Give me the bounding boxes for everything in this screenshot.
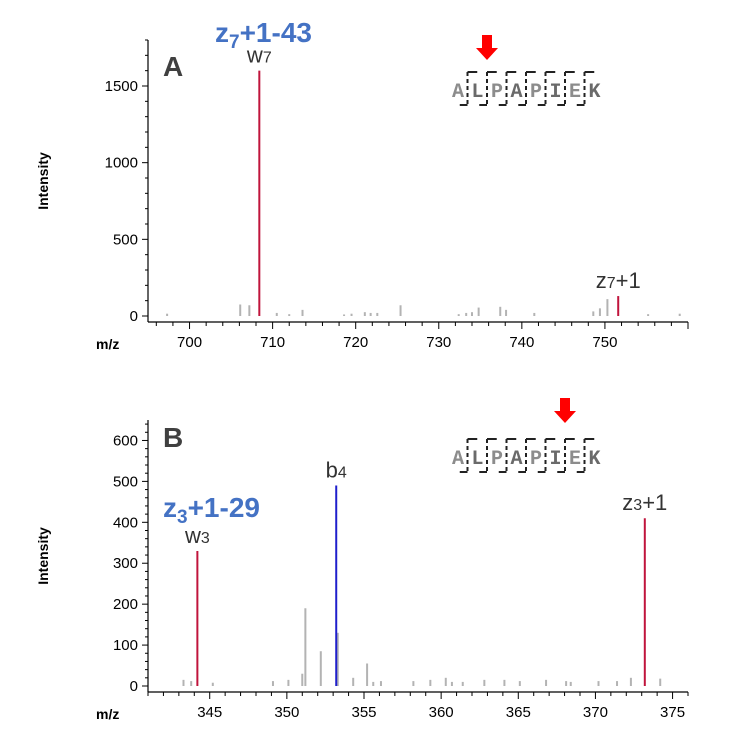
residue: A bbox=[511, 448, 523, 471]
x-tick-label: 730 bbox=[426, 334, 451, 351]
residue: P bbox=[530, 448, 542, 471]
y-tick-label: 400 bbox=[113, 514, 138, 531]
y-tick-label: 100 bbox=[113, 637, 138, 654]
x-tick-label: 710 bbox=[260, 334, 285, 351]
y-tick-label: 200 bbox=[113, 596, 138, 613]
panel-letter: A bbox=[163, 51, 183, 82]
x-tick-label: 370 bbox=[583, 704, 608, 721]
fragment-title: z7+1-43 bbox=[215, 17, 312, 53]
panel-letter: B bbox=[163, 422, 183, 453]
residue: P bbox=[530, 81, 542, 104]
residue: I bbox=[550, 81, 562, 104]
residue: I bbox=[550, 448, 562, 471]
y-tick-label: 300 bbox=[113, 555, 138, 572]
peak-label-w3: w3 bbox=[184, 523, 210, 548]
y-tick-label: 600 bbox=[113, 432, 138, 449]
residue: P bbox=[491, 81, 503, 104]
y-tick-label: 0 bbox=[130, 678, 138, 695]
x-tick-label: 720 bbox=[343, 334, 368, 351]
panel-b: 0 100 200 300 400 500 600 345 350 355 360 365 370 375… bbox=[35, 398, 689, 722]
residue: P bbox=[491, 448, 503, 471]
y-tick-label: 1500 bbox=[105, 78, 138, 95]
residue: A bbox=[452, 448, 464, 471]
peak-label-b4: b4 bbox=[326, 457, 347, 482]
panel-a: 0 500 1000 1500 700 710 720 730 740 750 Intensity m… bbox=[35, 17, 689, 352]
peak-label-w7: w7 bbox=[246, 43, 272, 68]
residue: A bbox=[511, 81, 523, 104]
x-tick-label: 750 bbox=[592, 334, 617, 351]
x-tick-label: 345 bbox=[197, 704, 222, 721]
y-axis-label: Intensity bbox=[35, 527, 51, 585]
residue: E bbox=[569, 81, 581, 104]
y-axis-label: Intensity bbox=[35, 152, 51, 210]
cleavage-arrow-icon bbox=[554, 398, 576, 423]
x-axis-label: m/z bbox=[96, 706, 119, 722]
residue: L bbox=[472, 448, 484, 471]
residue: L bbox=[472, 81, 484, 104]
residue: E bbox=[569, 448, 581, 471]
x-axis-label: m/z bbox=[96, 336, 119, 352]
residue: K bbox=[589, 81, 601, 104]
fragment-title: z3+1-29 bbox=[163, 492, 260, 528]
residue: K bbox=[589, 448, 601, 471]
x-tick-label: 740 bbox=[509, 334, 534, 351]
peak-label-z7: z7+1 bbox=[596, 268, 641, 293]
y-tick-label: 1000 bbox=[105, 155, 138, 172]
cleavage-arrow-icon bbox=[476, 35, 498, 60]
peak-label-z3: z3+1 bbox=[622, 490, 667, 515]
x-tick-label: 360 bbox=[429, 704, 454, 721]
x-tick-label: 700 bbox=[177, 334, 202, 351]
y-tick-label: 500 bbox=[113, 473, 138, 490]
y-tick-label: 0 bbox=[130, 308, 138, 325]
x-tick-label: 375 bbox=[660, 704, 685, 721]
x-tick-label: 355 bbox=[351, 704, 376, 721]
y-tick-label: 500 bbox=[113, 231, 138, 248]
residue: A bbox=[452, 81, 464, 104]
x-tick-label: 365 bbox=[506, 704, 531, 721]
x-tick-label: 350 bbox=[274, 704, 299, 721]
